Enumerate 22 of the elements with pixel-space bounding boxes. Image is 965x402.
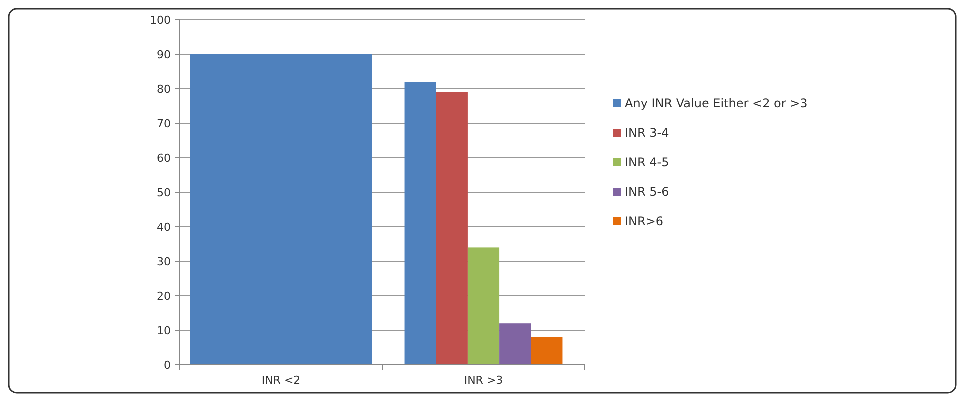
legend-label: INR 3-4	[625, 126, 670, 140]
y-tick-label: 100	[150, 14, 171, 27]
y-tick-label: 60	[157, 152, 171, 165]
y-tick-label: 10	[157, 324, 171, 338]
bar	[468, 248, 500, 365]
y-tick-label: 90	[157, 48, 171, 62]
y-tick-label: 30	[157, 255, 171, 268]
legend-label: INR 5-6	[625, 185, 670, 199]
legend-label: Any INR Value Either <2 or >3	[625, 96, 808, 110]
bar	[500, 324, 532, 365]
y-tick-label: 80	[157, 82, 171, 96]
x-tick-label: INR <2	[262, 374, 301, 387]
y-tick-label: 20	[157, 290, 171, 303]
y-tick-label: 40	[157, 220, 171, 234]
legend-label: INR 4-5	[625, 156, 670, 170]
legend-label: INR>6	[625, 214, 664, 228]
y-tick-label: 0	[164, 358, 171, 372]
bar	[436, 92, 468, 365]
bar	[531, 337, 563, 365]
y-tick-label: 50	[157, 186, 171, 200]
x-tick-label: INR >3	[464, 374, 504, 387]
y-tick-label: 70	[157, 117, 171, 130]
